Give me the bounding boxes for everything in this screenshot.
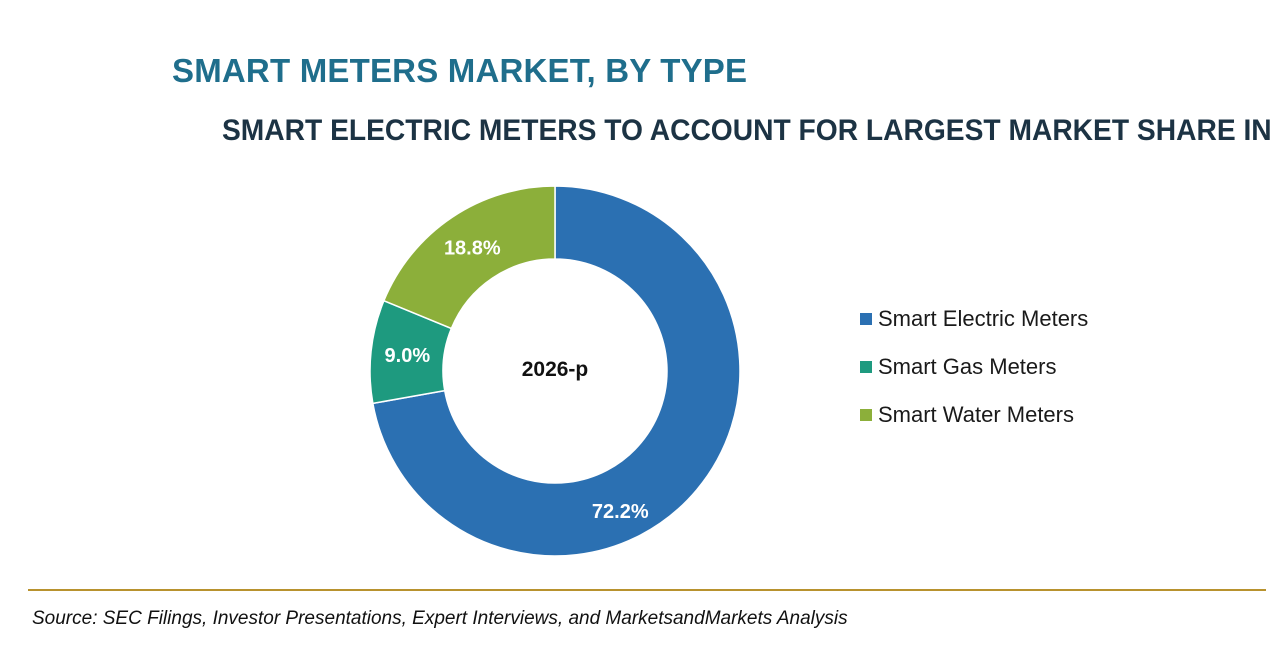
legend-item-water: Smart Water Meters: [860, 391, 1088, 439]
donut-center-label: 2026-p: [522, 358, 589, 381]
legend-swatch-gas: [860, 361, 872, 373]
source-note: Source: SEC Filings, Investor Presentati…: [32, 608, 848, 629]
legend-label-water: Smart Water Meters: [878, 402, 1074, 427]
donut-slice-smart-electric-meters: [371, 185, 741, 557]
legend-label-electric: Smart Electric Meters: [878, 306, 1089, 331]
legend-swatch-water: [860, 409, 872, 421]
slice-label-smart-water-meters: 18.8%: [444, 238, 501, 260]
chart-subtitle: SMART ELECTRIC METERS TO ACCOUNT FOR LAR…: [222, 114, 1280, 147]
legend-label-gas: Smart Gas Meters: [878, 354, 1057, 379]
donut-slices: [369, 185, 741, 557]
legend-swatch-electric: [860, 313, 872, 325]
legend-item-electric: Smart Electric Meters: [860, 295, 1088, 343]
legend-item-gas: Smart Gas Meters: [860, 343, 1088, 391]
footer-divider: [28, 589, 1266, 591]
chart-legend: Smart Electric Meters Smart Gas Meters S…: [860, 295, 1088, 439]
donut-slice-smart-water-meters: [382, 185, 556, 330]
chart-title: SMART METERS MARKET, BY TYPE: [172, 52, 748, 89]
slice-label-smart-electric-meters: 72.2%: [592, 501, 649, 523]
slice-label-smart-gas-meters: 9.0%: [385, 345, 431, 367]
slice-labels: 72.2% 9.0% 18.8%: [385, 238, 649, 523]
donut-chart: 72.2% 9.0% 18.8% 2026-p: [369, 185, 741, 557]
